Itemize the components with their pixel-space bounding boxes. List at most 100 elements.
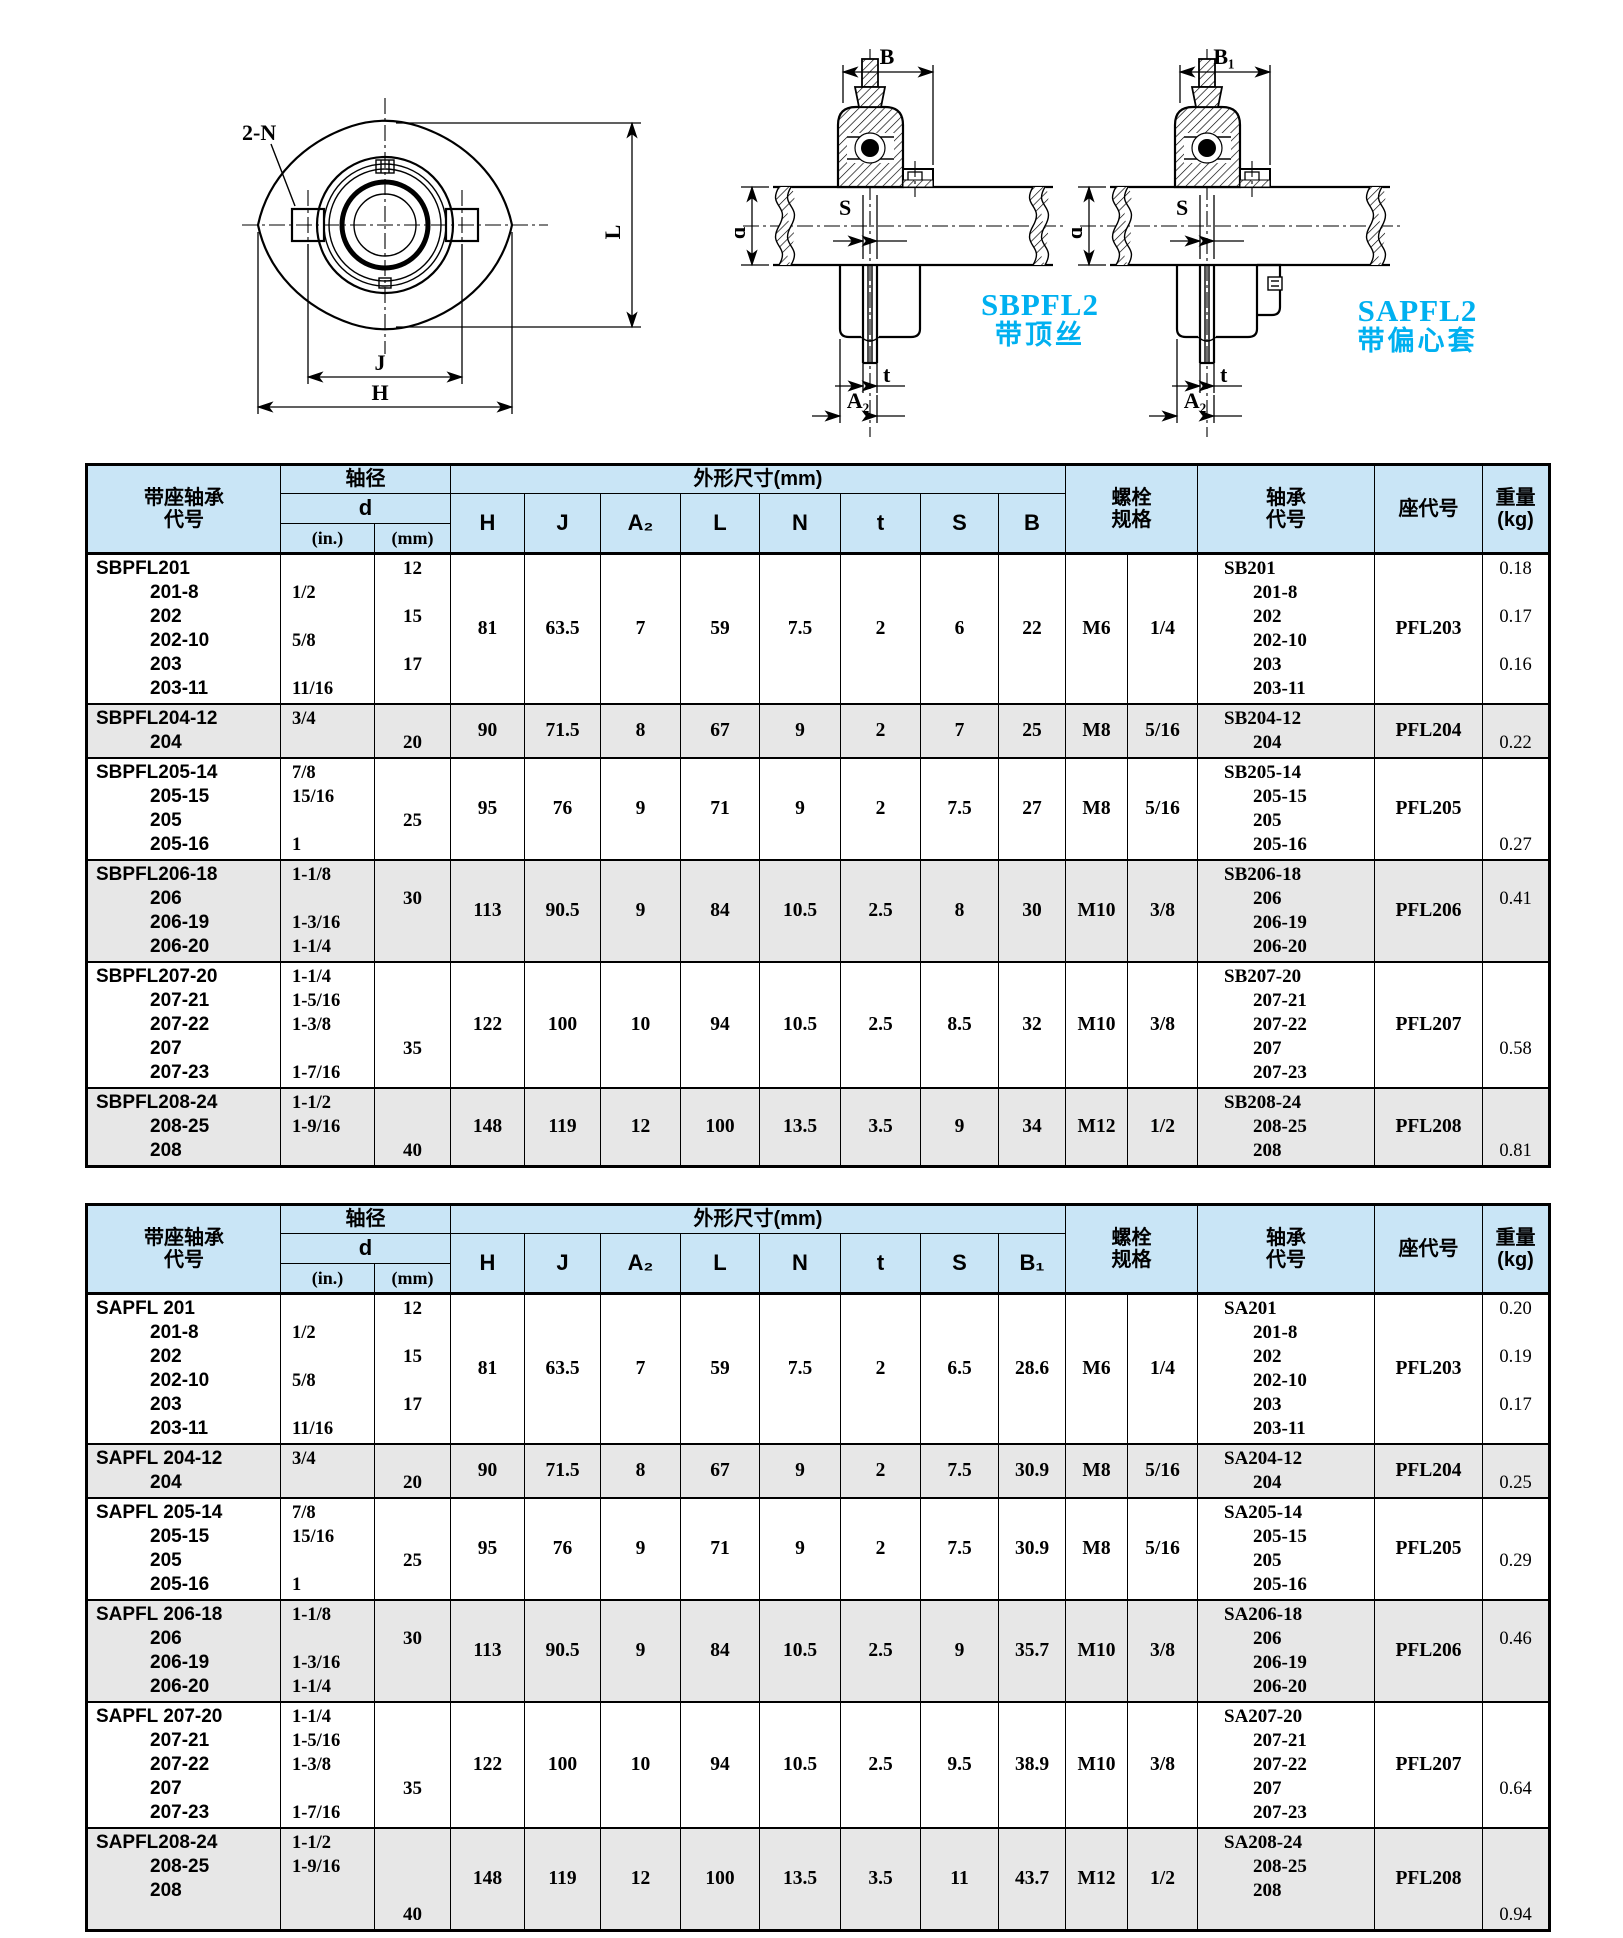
dim-L-value: 71 — [710, 1538, 730, 1560]
unit-codes-cell: SAPFL 207-20 207-21 207-22 207 207-23 — [88, 1703, 281, 1827]
dim-J-cell: 100 — [525, 1703, 601, 1827]
dim-t-value: 2 — [875, 618, 886, 640]
shaft-dia-mm-line — [375, 1801, 450, 1825]
dim-B-value: 27 — [1022, 798, 1042, 820]
shaft-dia-in-line — [281, 1879, 374, 1903]
dim-t-value: 3.5 — [868, 1116, 893, 1138]
weight-line: 0.16 — [1499, 655, 1532, 675]
seat-code-cell: PFL204 — [1375, 1445, 1483, 1497]
shaft-dia-in-cell: 1-1/2 1-9/16 — [281, 1089, 375, 1165]
dim-S-cell: 7.5 — [921, 1499, 999, 1599]
unit-codes-cell: SAPFL208-24 208-25 208 — [88, 1829, 281, 1929]
bearing-codes-line: 207 — [1253, 1778, 1282, 1799]
spec-row: SBPFL205-14 205-15 205 205-16 7/8 15/16 1 25 95 7… — [88, 757, 1548, 859]
shaft-dia-mm-line — [375, 1115, 450, 1139]
weight-line — [1483, 1417, 1548, 1441]
shaft-dia-in-cell: 1/2 5/8 11/16 — [281, 555, 375, 703]
unit-codes-line: SBPFL205-14 — [96, 762, 218, 783]
unit-codes-line: 205 — [150, 810, 182, 831]
dim-J-cell: 71.5 — [525, 1445, 601, 1497]
unit-codes-cell: SBPFL201 201-8 202 202-10 203 203-11 — [88, 555, 281, 703]
shaft-dia-in-line — [281, 1903, 374, 1927]
dim-H-value: 95 — [477, 1538, 498, 1560]
dim-J-value: 71.5 — [545, 1460, 580, 1482]
sbpfl2-feature-label: 带顶丝 — [995, 320, 1085, 351]
shaft-dia-mm-line — [375, 1879, 450, 1903]
ball-element — [861, 139, 879, 157]
bolt-inch-value: 5/16 — [1145, 1460, 1180, 1482]
dim-label-b: B — [880, 45, 895, 69]
shaft-dia-mm-line: 25 — [403, 1550, 422, 1571]
weight-line — [1483, 1855, 1548, 1879]
shaft-dia-mm-line — [375, 935, 450, 959]
unit-codes-line — [88, 1903, 280, 1927]
header-dim-J: J — [525, 1234, 601, 1292]
dim-L-cell: 59 — [681, 1295, 760, 1443]
dim-H-cell: 81 — [451, 1295, 525, 1443]
shaft-dia-mm-line: 17 — [403, 1394, 422, 1415]
bearing-codes-line: 206-20 — [1253, 936, 1307, 957]
weight-line: 0.46 — [1499, 1629, 1532, 1649]
setscrew-mark-bottom — [378, 277, 392, 289]
bore-circle — [353, 193, 417, 257]
bearing-codes-line: SA204-12 — [1224, 1448, 1303, 1469]
dim-H-value: 122 — [472, 1014, 503, 1036]
weight-line — [1483, 761, 1548, 785]
dim-H-cell: 122 — [451, 963, 525, 1087]
shaft-dia-in-cell: 3/4 — [281, 1445, 375, 1497]
dim-B-value: 30 — [1022, 900, 1042, 922]
eccentric-sleeve — [1257, 263, 1282, 317]
shaft-dia-in-line: 1-7/16 — [292, 1063, 341, 1083]
shaft-dia-in-line: 15/16 — [292, 1527, 335, 1547]
dim-t-value: 2 — [875, 1460, 886, 1482]
header-dim-S: S — [921, 1234, 999, 1292]
shaft-dia-in-line: 1-1/2 — [292, 1093, 332, 1113]
seat-code-value: PFL204 — [1395, 720, 1462, 742]
bolt-metric-cell: M6 — [1066, 555, 1128, 703]
bearing-codes-line: 204 — [1253, 732, 1282, 753]
header-dim-A₂: A₂ — [601, 1234, 681, 1292]
dim-J-value: 90.5 — [545, 1640, 580, 1662]
unit-codes-cell: SBPFL204-12 204 — [88, 705, 281, 757]
shaft-dia-in-line: 7/8 — [292, 763, 316, 783]
dim-J-value: 71.5 — [545, 720, 580, 742]
section-drawing-eccentric: B₁ d S t A₂ — [1072, 45, 1404, 437]
bolt-inch-value: 3/8 — [1150, 1014, 1175, 1036]
shaft-dia-in-line: 3/4 — [292, 709, 316, 729]
unit-codes-line: 208 — [150, 1880, 182, 1901]
bearing-codes-line: 205-15 — [1253, 786, 1307, 807]
weight-line — [1483, 1831, 1548, 1855]
bolt-inch-cell: 3/8 — [1128, 1703, 1198, 1827]
header-bolt: 螺栓 规格 — [1066, 1206, 1198, 1292]
shaft-dia-mm-line — [375, 1091, 450, 1115]
bearing-codes-cell: SA201 201-8 202 202-10 203 203-11 — [1198, 1295, 1375, 1443]
bolt-metric-cell: M10 — [1066, 861, 1128, 961]
shaft-dia-mm-line — [375, 911, 450, 935]
bearing-codes-line: SB208-24 — [1224, 1092, 1302, 1113]
unit-codes-cell: SAPFL 206-18 206 206-19 206-20 — [88, 1601, 281, 1701]
dim-t-cell: 2 — [841, 1499, 921, 1599]
dim-A₂-value: 8 — [635, 720, 646, 742]
seat-code-cell: PFL203 — [1375, 555, 1483, 703]
dim-L-value: 84 — [710, 900, 730, 922]
unit-codes-cell: SAPFL 205-14 205-15 205 205-16 — [88, 1499, 281, 1599]
bearing-codes-line: SB205-14 — [1224, 762, 1302, 783]
dim-A₂-cell: 8 — [601, 1445, 681, 1497]
dim-B₁-cell: 30.9 — [999, 1445, 1066, 1497]
shaft-dia-in-cell: 3/4 — [281, 705, 375, 757]
seat-code-cell: PFL207 — [1375, 1703, 1483, 1827]
dim-J-cell: 119 — [525, 1829, 601, 1929]
shaft-dia-in-cell: 1-1/8 1-3/16 1-1/4 — [281, 1601, 375, 1701]
leader-line — [270, 143, 296, 207]
setscrew-mark-top — [375, 159, 395, 174]
shaft-dia-in-line — [281, 1549, 374, 1573]
unit-codes-line: 203 — [150, 654, 182, 675]
dim-A₂-value: 12 — [630, 1868, 651, 1890]
shaft-dia-in-line: 1-3/8 — [292, 1755, 332, 1775]
bolt-metric-cell: M10 — [1066, 963, 1128, 1087]
bearing-codes-line: 205 — [1253, 1550, 1282, 1571]
header-dim-L: L — [681, 1234, 760, 1292]
shaft-dia-mm-cell: 30 — [375, 861, 451, 961]
bearing-codes-line: 204 — [1253, 1472, 1282, 1493]
dim-N-value: 10.5 — [782, 1640, 818, 1662]
